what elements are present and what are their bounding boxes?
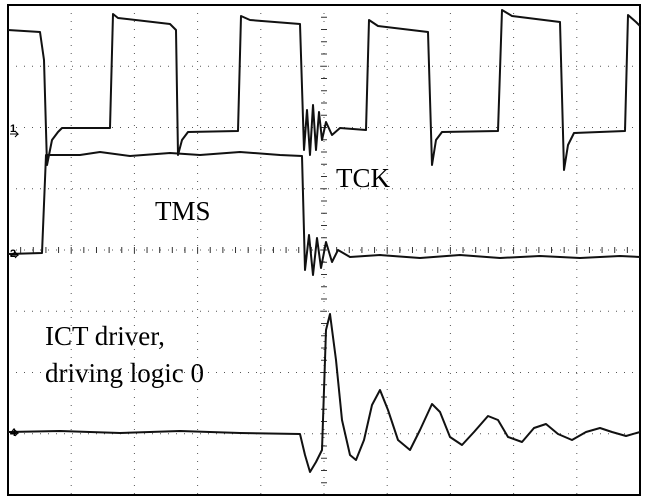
tck-label: TCK	[336, 163, 391, 193]
channel-marker: 1	[10, 123, 16, 135]
oscilloscope-screen: 1 2 4 TCK TMS ICT driver, driving logic …	[0, 0, 647, 499]
tms-label: TMS	[155, 196, 211, 226]
ict-label-line2: driving logic 0	[45, 358, 204, 388]
ict-label-line1: ICT driver,	[45, 321, 165, 351]
page: 1 2 4 TCK TMS ICT driver, driving logic …	[0, 0, 647, 499]
